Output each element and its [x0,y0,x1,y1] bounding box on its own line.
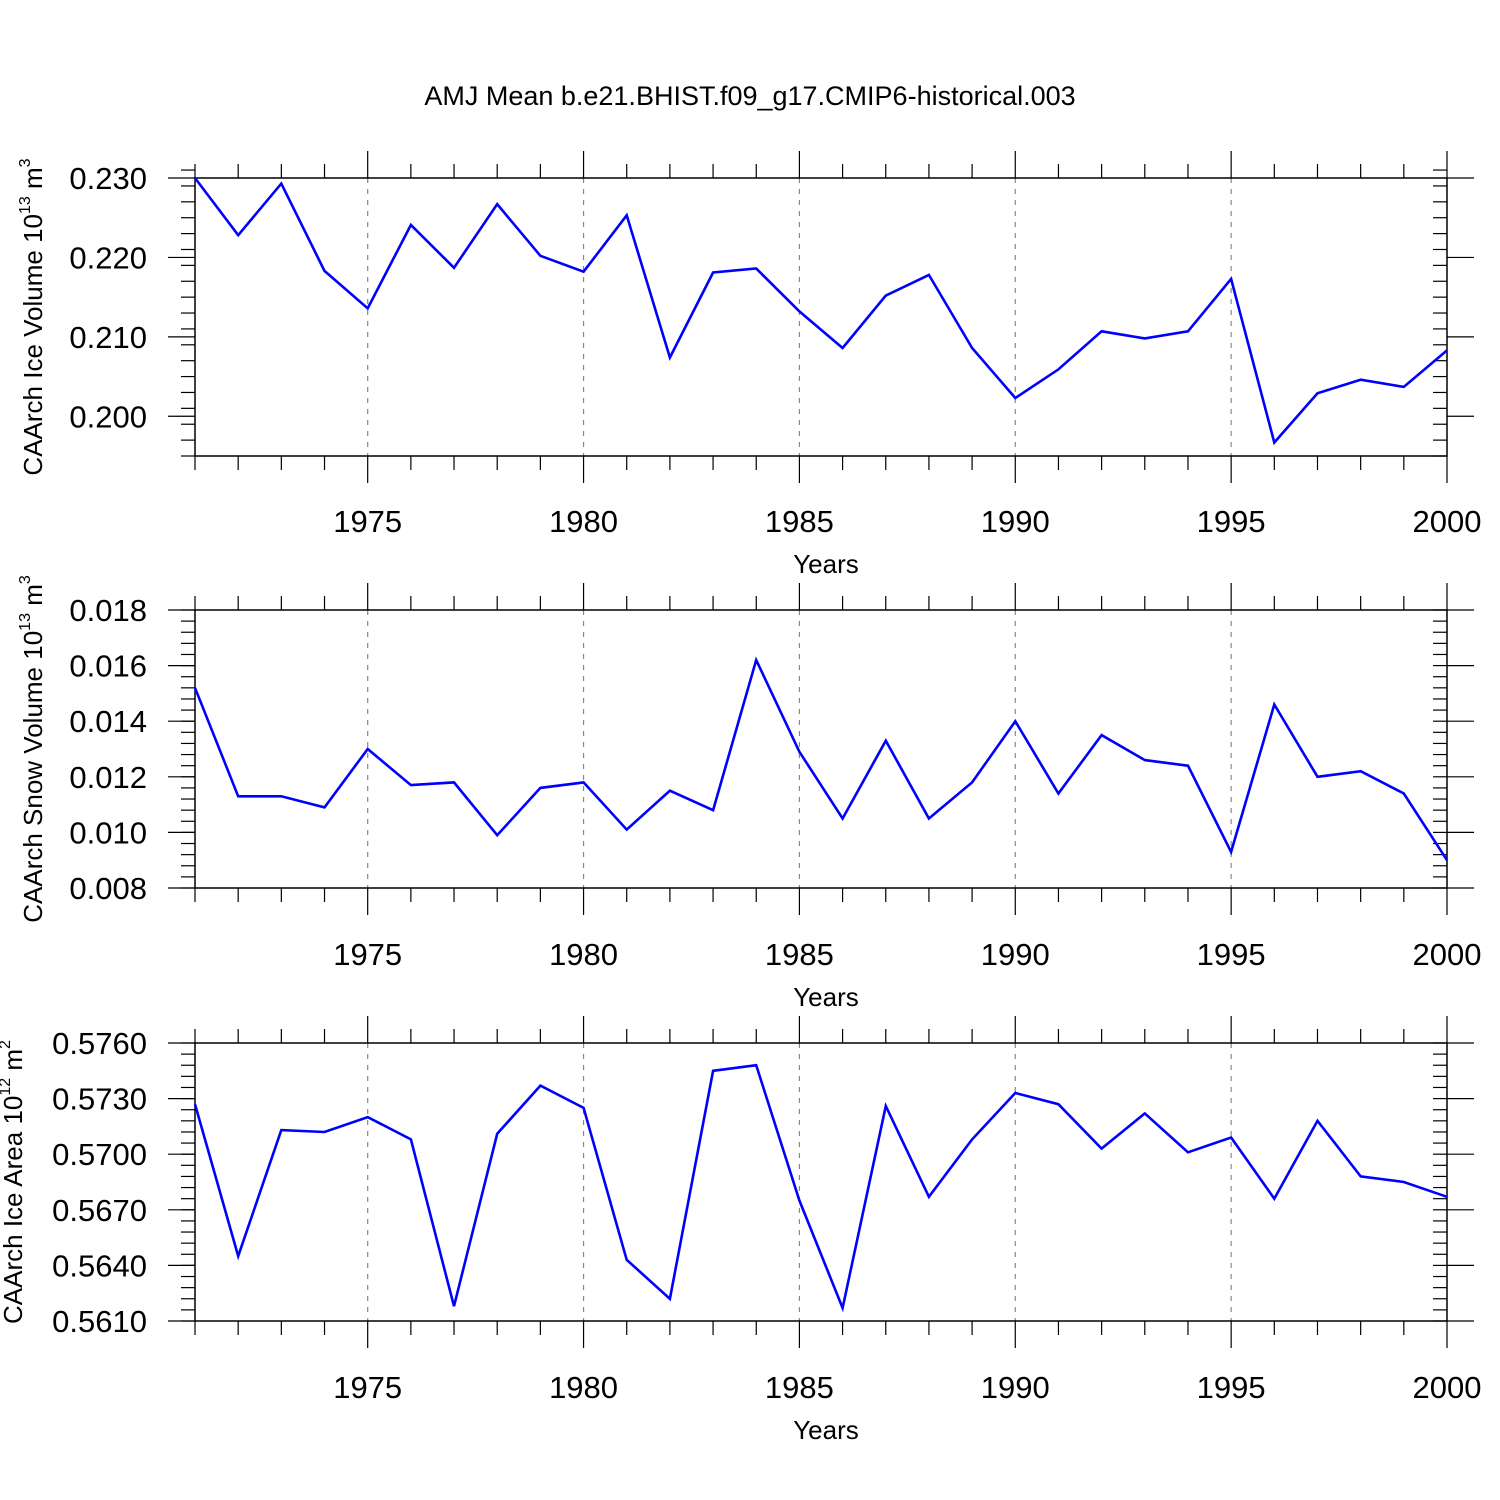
y-tick-label: 0.5640 [52,1248,147,1283]
x-tick-label: 2000 [1413,504,1482,539]
x-tick-label: 1980 [549,1370,618,1405]
y-tick-label: 0.014 [69,704,147,739]
y-tick-label: 0.5730 [52,1082,147,1117]
x-tick-label: 1990 [981,504,1050,539]
x-axis-label: Years [793,549,859,579]
plot-frame [194,609,1448,889]
series-line [193,656,1449,861]
y-tick-label: 0.016 [69,649,147,684]
y-tick-label: 0.008 [69,871,147,906]
x-tick-label: 1990 [981,1370,1050,1405]
x-tick-label: 1975 [333,937,402,972]
y-tick-label: 0.010 [69,815,147,850]
x-tick-label: 1975 [333,504,402,539]
panel-ice-area: 0.5610 0.5640 0.5670 0.5700 0.5730 0.5760 1975… [0,1016,1481,1445]
panel-snow-volume: 0.008 0.010 0.012 0.014 0.016 0.018 1975 1980 19… [17,575,1481,1012]
x-tick-label: 1990 [981,937,1050,972]
x-tick-label: 1985 [765,1370,834,1405]
y-tick-label: 0.5670 [52,1193,147,1228]
panel-ice-volume: 0.200 0.210 0.220 0.230 1975 1980 1985 1990 1995… [17,151,1481,579]
x-tick-label: 1995 [1197,1370,1266,1405]
y-tick-label: 0.200 [69,399,147,434]
x-tick-label: 1980 [549,937,618,972]
series-line [193,177,1448,446]
y-axis-label: CAArch Snow Volume 1013 m3 [17,575,48,923]
x-tick-label: 2000 [1413,937,1482,972]
x-tick-label: 1975 [333,1370,402,1405]
plot-frame [194,1042,1448,1322]
y-tick-label: 0.210 [69,320,147,355]
y-tick-label: 0.5700 [52,1137,147,1172]
x-axis-label: Years [793,982,859,1012]
y-tick-label: 0.230 [69,161,147,196]
x-tick-label: 1985 [765,504,834,539]
x-tick-label: 2000 [1413,1370,1482,1405]
x-tick-label: 1980 [549,504,618,539]
y-tick-label: 0.018 [69,593,147,628]
x-axis-label: Years [793,1415,859,1445]
chart-title: AMJ Mean b.e21.BHIST.f09_g17.CMIP6-histo… [424,81,1075,111]
series-line [193,1063,1448,1313]
y-tick-label: 0.5610 [52,1304,147,1339]
plot-frame [194,177,1448,457]
y-tick-label: 0.012 [69,760,147,795]
y-axis-label: CAArch Ice Area 1012 m2 [0,1040,28,1324]
x-tick-label: 1995 [1197,937,1266,972]
y-axis-label: CAArch Ice Volume 1013 m3 [17,158,48,475]
y-tick-label: 0.220 [69,240,147,275]
y-tick-label: 0.5760 [52,1026,147,1061]
x-tick-label: 1995 [1197,504,1266,539]
x-tick-label: 1985 [765,937,834,972]
